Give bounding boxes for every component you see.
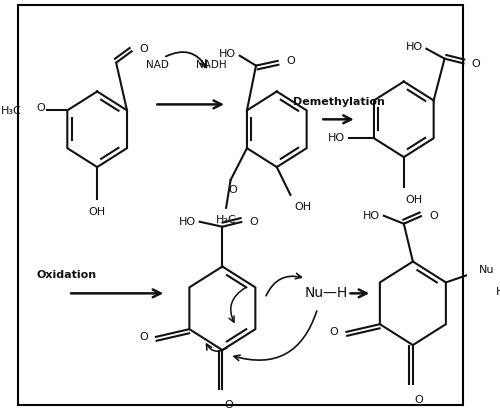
Text: O: O — [429, 211, 438, 221]
Text: HO: HO — [179, 217, 196, 227]
Text: O: O — [472, 59, 480, 69]
Text: H: H — [496, 287, 500, 297]
Text: H₃C: H₃C — [216, 215, 236, 225]
Text: Nu—H: Nu—H — [305, 286, 348, 300]
Text: O: O — [140, 44, 148, 54]
Text: O: O — [286, 56, 294, 66]
Text: O: O — [139, 332, 147, 342]
Text: O: O — [224, 400, 233, 410]
Text: O: O — [228, 185, 237, 195]
Text: O: O — [250, 217, 258, 227]
Text: HO: HO — [328, 133, 345, 143]
Text: OH: OH — [406, 195, 422, 205]
Text: OH: OH — [88, 207, 106, 217]
Text: Demethylation: Demethylation — [292, 97, 384, 108]
Text: O: O — [414, 395, 424, 405]
Text: HO: HO — [406, 42, 423, 52]
Text: NAD: NAD — [146, 60, 169, 70]
Text: HO: HO — [219, 49, 236, 59]
Text: O: O — [330, 327, 338, 337]
Text: O: O — [37, 103, 46, 113]
Text: Oxidation: Oxidation — [36, 270, 96, 281]
Text: Nu: Nu — [478, 265, 494, 276]
Text: HO: HO — [363, 211, 380, 221]
Text: OH: OH — [294, 202, 311, 212]
Text: NADH: NADH — [196, 60, 227, 70]
Text: H₃C: H₃C — [1, 106, 22, 116]
